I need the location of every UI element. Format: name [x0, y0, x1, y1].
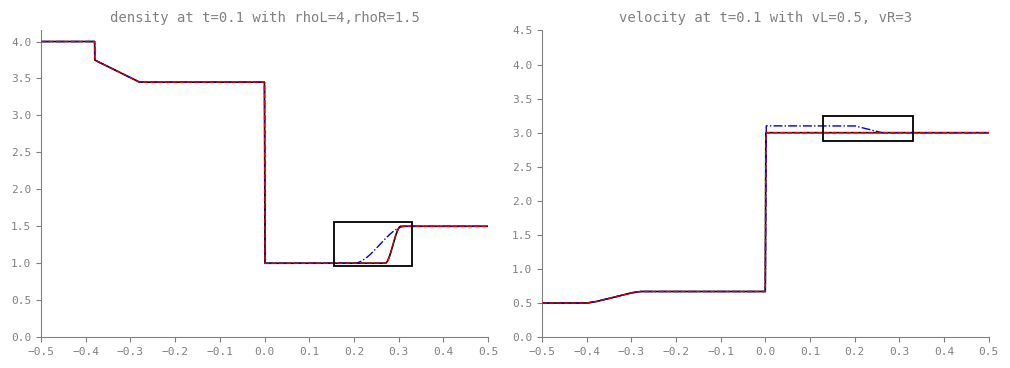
Title: velocity at t=0.1 with vL=0.5, vR=3: velocity at t=0.1 with vL=0.5, vR=3 — [619, 11, 912, 25]
Title: density at t=0.1 with rhoL=4,rhoR=1.5: density at t=0.1 with rhoL=4,rhoR=1.5 — [109, 11, 419, 25]
Bar — [333, 222, 412, 266]
Bar — [823, 116, 913, 141]
